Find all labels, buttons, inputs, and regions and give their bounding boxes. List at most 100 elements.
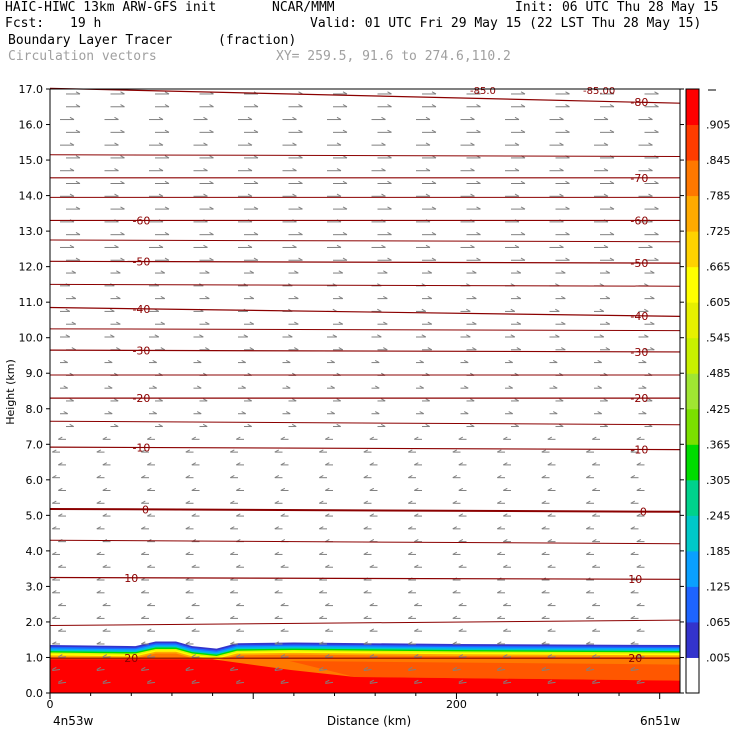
vector-head bbox=[185, 449, 191, 453]
vector-head bbox=[160, 270, 166, 274]
vector-head bbox=[387, 257, 392, 261]
plot-area: 20 20 10 10 0 0 -10 -10 -20 -20 -30 -30 -40 -40 -50 -50… bbox=[19, 83, 684, 711]
vector-head bbox=[120, 129, 125, 133]
vector-head bbox=[298, 155, 303, 159]
vector-head bbox=[541, 500, 547, 504]
vector-head bbox=[253, 257, 259, 261]
vector-head bbox=[52, 551, 57, 555]
vector-head bbox=[69, 193, 75, 197]
vector-head bbox=[325, 513, 330, 517]
vector-head bbox=[330, 411, 335, 415]
vector-head bbox=[387, 104, 392, 108]
vector-head bbox=[605, 295, 611, 300]
vector-head bbox=[319, 551, 324, 555]
vector-head bbox=[330, 385, 335, 389]
vector-head bbox=[230, 475, 235, 479]
vector-head bbox=[342, 232, 348, 236]
vector-head bbox=[280, 462, 286, 466]
colorbar-label: .905 bbox=[706, 119, 731, 132]
vector-head bbox=[336, 142, 342, 146]
vector-head bbox=[298, 104, 303, 108]
vector-head bbox=[164, 257, 170, 261]
vector-head bbox=[114, 244, 119, 248]
vector-head bbox=[369, 628, 375, 632]
vector-shaft bbox=[58, 681, 67, 684]
vector-head bbox=[497, 666, 502, 670]
vector-head bbox=[141, 500, 146, 504]
vector-head bbox=[63, 359, 68, 364]
vector-head bbox=[185, 526, 191, 530]
vector-head bbox=[431, 91, 437, 95]
vector-head bbox=[230, 666, 235, 670]
vector-head bbox=[102, 602, 108, 607]
vector-shaft bbox=[96, 669, 105, 672]
vector-head bbox=[164, 91, 170, 95]
vector-head bbox=[69, 142, 75, 146]
vector-head bbox=[96, 590, 102, 594]
vector-head bbox=[292, 142, 297, 146]
contour-label: -60 bbox=[132, 214, 150, 227]
vector-head bbox=[541, 551, 547, 555]
vector-head bbox=[230, 590, 235, 594]
vector-head bbox=[249, 295, 255, 300]
vector-head bbox=[414, 539, 419, 543]
vector-head bbox=[603, 244, 609, 248]
vector-head bbox=[469, 398, 475, 402]
vector-shaft bbox=[452, 669, 461, 672]
vector-head bbox=[374, 411, 380, 415]
vector-head bbox=[476, 180, 481, 184]
vector-head bbox=[497, 526, 502, 530]
vector-head bbox=[408, 641, 413, 645]
vector-head bbox=[205, 347, 210, 351]
vector-head bbox=[369, 602, 375, 607]
contour-label: 0 bbox=[640, 506, 647, 519]
vector-head bbox=[363, 641, 369, 645]
vector-head bbox=[58, 602, 63, 607]
vector-head bbox=[387, 129, 392, 133]
vector-head bbox=[116, 347, 121, 351]
vector-head bbox=[603, 193, 609, 197]
vector-head bbox=[230, 526, 235, 530]
vector-head bbox=[636, 679, 642, 683]
vector-head bbox=[160, 321, 166, 325]
vector-head bbox=[431, 180, 437, 184]
vector-head bbox=[586, 590, 591, 594]
vector-head bbox=[71, 321, 77, 325]
vector-head bbox=[421, 334, 427, 338]
vector-head bbox=[102, 487, 108, 491]
vector-head bbox=[110, 334, 115, 338]
vector-head bbox=[325, 564, 330, 568]
vector-head bbox=[636, 487, 642, 491]
contour-line bbox=[49, 154, 681, 158]
vector-head bbox=[431, 206, 437, 210]
vector-head bbox=[463, 385, 469, 389]
vector-head bbox=[63, 385, 68, 389]
vector-head bbox=[414, 487, 419, 491]
vector-head bbox=[597, 359, 602, 364]
vector-head bbox=[369, 679, 375, 683]
vector-head bbox=[236, 628, 241, 632]
vector-head bbox=[565, 232, 570, 236]
vector-head bbox=[514, 142, 520, 146]
contour-label: -50 bbox=[630, 257, 648, 270]
vector-head bbox=[102, 679, 108, 683]
vector-head bbox=[547, 539, 553, 543]
contour-label: -10 bbox=[630, 443, 648, 456]
vector-head bbox=[452, 475, 458, 479]
vector-head bbox=[236, 564, 241, 568]
vector-head bbox=[336, 193, 342, 197]
vector-head bbox=[503, 679, 508, 683]
vector-head bbox=[274, 590, 280, 594]
y-tick-label: 12.0 bbox=[19, 261, 44, 274]
vector-head bbox=[325, 602, 330, 607]
vector-head bbox=[160, 295, 166, 300]
vector-head bbox=[547, 654, 553, 658]
vector-head bbox=[298, 232, 303, 236]
contour-line bbox=[49, 420, 681, 426]
vector-head bbox=[425, 398, 430, 402]
colorbar-swatch bbox=[686, 515, 699, 552]
vector-head bbox=[342, 180, 348, 184]
vector-head bbox=[205, 270, 210, 274]
vector-head bbox=[541, 615, 547, 619]
vector-head bbox=[58, 436, 63, 440]
